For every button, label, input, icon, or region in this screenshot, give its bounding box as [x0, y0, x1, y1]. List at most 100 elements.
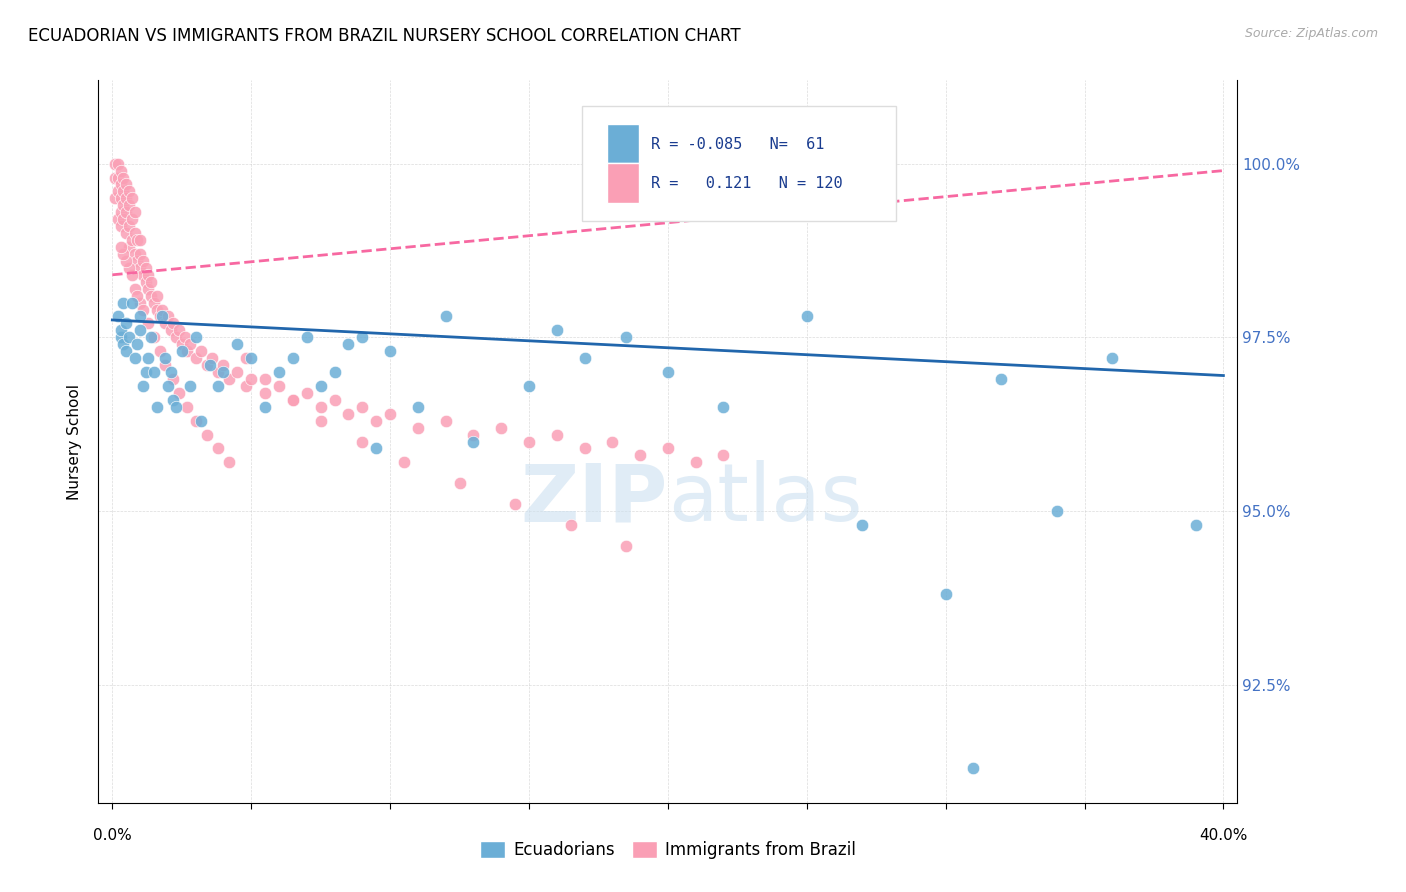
Point [195, 427, 218, 442]
Point [990, 372, 1012, 386]
Point [574, 351, 596, 366]
Point [107, 156, 129, 170]
Point [600, 434, 623, 449]
Point [104, 170, 127, 185]
Bar [607, 163, 640, 203]
Point [628, 449, 651, 463]
Point [212, 358, 235, 372]
Point [118, 240, 141, 254]
Point [156, 310, 179, 324]
Point [124, 247, 146, 261]
Point [212, 365, 235, 379]
Point [218, 372, 240, 386]
Point [129, 323, 152, 337]
Point [240, 372, 263, 386]
Point [254, 372, 277, 386]
Point [135, 260, 157, 275]
Point [1046, 504, 1069, 518]
Point [406, 400, 429, 414]
Point [124, 226, 146, 240]
Point [309, 379, 332, 393]
Point [337, 337, 360, 351]
Point [176, 344, 198, 359]
Point [201, 351, 224, 366]
Point [145, 302, 167, 317]
Point [281, 392, 304, 407]
Point [112, 170, 135, 185]
Point [118, 330, 141, 344]
Point [235, 351, 257, 366]
Point [132, 302, 155, 317]
Point [148, 310, 170, 324]
Point [112, 337, 135, 351]
Point [135, 365, 157, 379]
Point [463, 427, 485, 442]
Point [179, 337, 201, 351]
Point [657, 442, 679, 456]
Point [323, 365, 346, 379]
Point [148, 344, 170, 359]
Point [218, 455, 240, 469]
Point [124, 205, 146, 219]
Point [173, 330, 195, 344]
Point [434, 310, 457, 324]
Point [162, 317, 184, 331]
Point [132, 253, 155, 268]
Point [254, 385, 277, 400]
Point [129, 233, 152, 247]
Point [156, 379, 179, 393]
Point [546, 427, 568, 442]
Point [546, 323, 568, 337]
Point [121, 268, 143, 282]
Point [145, 288, 167, 302]
Point [112, 247, 135, 261]
Point [127, 233, 149, 247]
Point [162, 372, 184, 386]
Point [110, 330, 132, 344]
Point [127, 253, 149, 268]
Point [138, 351, 160, 366]
Point [352, 400, 374, 414]
Point [392, 455, 415, 469]
Point [129, 310, 152, 324]
Point [378, 407, 401, 421]
Point [135, 275, 157, 289]
Point [110, 191, 132, 205]
Point [796, 310, 818, 324]
Point [165, 330, 187, 344]
Point [121, 212, 143, 227]
Point [713, 449, 735, 463]
Point [115, 253, 138, 268]
Point [170, 344, 193, 359]
Point [190, 414, 212, 428]
Point [129, 260, 152, 275]
Point [184, 351, 207, 366]
Point [127, 337, 149, 351]
Point [107, 310, 129, 324]
Point [851, 517, 873, 532]
Point [159, 365, 181, 379]
Point [159, 323, 181, 337]
Point [226, 337, 249, 351]
Point [153, 351, 176, 366]
Point [517, 379, 540, 393]
Point [107, 170, 129, 185]
Point [207, 442, 229, 456]
Point [110, 205, 132, 219]
Point [118, 260, 141, 275]
Point [337, 407, 360, 421]
Point [112, 198, 135, 212]
Point [129, 247, 152, 261]
Point [107, 185, 129, 199]
Point [240, 351, 263, 366]
Point [560, 517, 582, 532]
Point [574, 442, 596, 456]
Point [267, 365, 290, 379]
Point [118, 185, 141, 199]
Text: R = -0.085   N=  61: R = -0.085 N= 61 [651, 137, 824, 152]
Point [165, 400, 187, 414]
Point [503, 497, 526, 511]
Point [104, 156, 127, 170]
Point [110, 323, 132, 337]
Point [141, 330, 163, 344]
